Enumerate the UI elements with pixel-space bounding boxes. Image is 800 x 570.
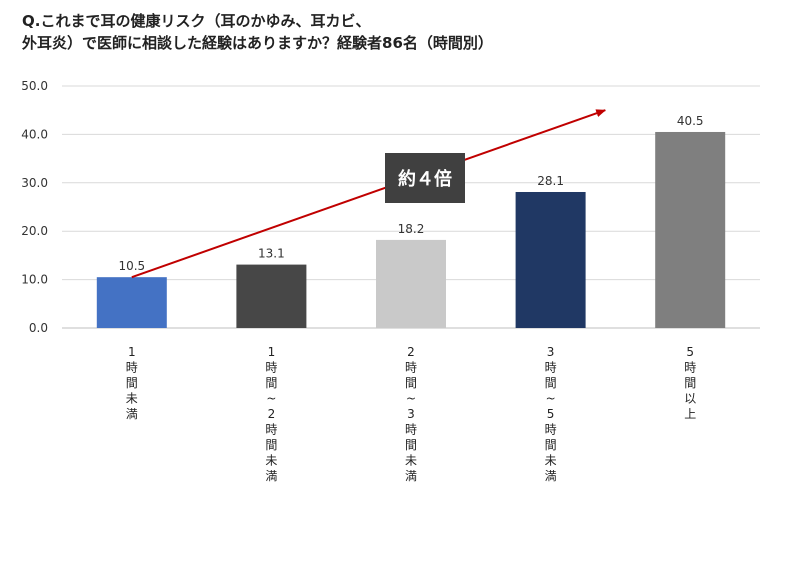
bar: [236, 264, 307, 328]
data-label: 28.1: [537, 174, 564, 188]
y-tick-label: 10.0: [21, 273, 48, 287]
data-label: 40.5: [677, 114, 704, 128]
trend-arrow: [131, 109, 607, 279]
bar: [96, 277, 167, 328]
data-label: 13.1: [258, 247, 285, 261]
data-label: 18.2: [398, 222, 425, 236]
annotation-label: 約４倍: [398, 168, 452, 190]
x-category-label: 1 時間~ 2 時間未満: [265, 345, 277, 483]
annotation-box: [385, 153, 465, 203]
y-tick-label: 20.0: [21, 224, 48, 238]
bar: [376, 239, 446, 328]
data-label: 10.5: [118, 259, 145, 273]
chart-title: Q.これまで耳の健康リスク（耳のかゆみ、耳カビ、 外耳炎）で医師に相談した経験は…: [22, 10, 782, 54]
x-category-label: 5 時間以上: [684, 345, 696, 421]
y-tick-label: 40.0: [21, 127, 48, 141]
chart-title-line-1: Q.これまで耳の健康リスク（耳のかゆみ、耳カビ、: [22, 12, 371, 30]
x-category-label: 3 時間~ 5 時間未満: [545, 345, 557, 483]
y-tick-label: 30.0: [21, 176, 48, 190]
y-tick-label: 50.0: [21, 79, 48, 93]
y-tick-label: 0.0: [29, 321, 48, 335]
chart-title-line-2: 外耳炎）で医師に相談した経験はありますか？経験者86名（時間別）: [22, 34, 493, 52]
bar: [515, 191, 586, 328]
x-category-label: 2 時間~ 3 時間未満: [405, 345, 417, 483]
x-category-label: 1 時間未満: [126, 345, 138, 421]
bar: [655, 131, 726, 328]
